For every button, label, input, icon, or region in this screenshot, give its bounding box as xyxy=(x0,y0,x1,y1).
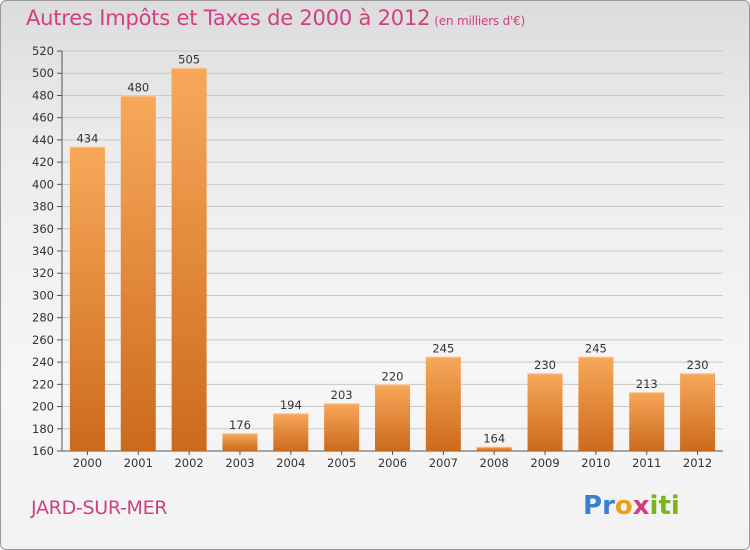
data-label: 176 xyxy=(229,418,251,432)
bar xyxy=(578,356,614,451)
bar xyxy=(375,384,410,451)
x-tick-label: 2010 xyxy=(581,456,610,470)
chart-title-text: Autres Impôts et Taxes de 2000 à 2012 xyxy=(26,6,431,30)
logo-letter: x xyxy=(632,491,650,521)
data-labels: 434 480 505 176 194 203 220 245 164 230 245 213 230 xyxy=(76,53,708,446)
y-tick-label: 460 xyxy=(32,111,54,125)
y-tick-label: 400 xyxy=(32,177,54,191)
logo-letter: o xyxy=(614,491,633,521)
x-tick-label: 2004 xyxy=(276,456,305,470)
data-label: 230 xyxy=(687,358,709,372)
x-tick-label: 2012 xyxy=(683,456,712,470)
x-tick-label: 2003 xyxy=(225,456,254,470)
data-label: 230 xyxy=(534,358,556,372)
x-tick-label: 2006 xyxy=(378,456,407,470)
y-tick-label: 420 xyxy=(32,155,54,169)
x-tick-label: 2007 xyxy=(429,456,458,470)
city-name: JARD-SUR-MER xyxy=(31,497,168,519)
y-tick-labels: 160 180 200 220 240 260 280 300 320 340 360 380 400 4… xyxy=(32,44,54,458)
chart-unit: (en milliers d'€) xyxy=(434,14,526,28)
proxiti-logo: Proxiti xyxy=(583,491,680,521)
x-tick-label: 2002 xyxy=(174,456,203,470)
bar xyxy=(171,67,207,452)
data-label: 245 xyxy=(432,342,454,356)
bar xyxy=(120,95,156,451)
y-tick-label: 480 xyxy=(32,88,54,102)
y-tick-label: 300 xyxy=(32,288,54,302)
y-tick-label: 520 xyxy=(32,44,54,58)
data-label: 164 xyxy=(483,432,505,446)
logo-letter: P xyxy=(583,491,603,521)
bars xyxy=(69,67,716,452)
data-label: 220 xyxy=(382,369,404,383)
bar xyxy=(680,373,716,451)
y-tick-label: 340 xyxy=(32,244,54,258)
chart-title: Autres Impôts et Taxes de 2000 à 2012 (en… xyxy=(26,6,525,30)
y-tick-label: 180 xyxy=(32,422,54,436)
data-label: 434 xyxy=(76,132,98,146)
y-tick-label: 440 xyxy=(32,133,54,147)
x-tick-label: 2001 xyxy=(124,456,153,470)
bar xyxy=(527,373,563,451)
y-tick-label: 240 xyxy=(32,355,54,369)
x-tick-label: 2011 xyxy=(632,456,661,470)
y-tick-label: 360 xyxy=(32,222,54,236)
y-tick-label: 260 xyxy=(32,333,54,347)
logo-letter: i xyxy=(649,491,659,521)
x-tick-label: 2008 xyxy=(480,456,509,470)
logo-letter: t xyxy=(658,491,671,521)
logo-letter: i xyxy=(670,491,680,521)
bar xyxy=(222,433,258,451)
bar xyxy=(476,446,512,451)
y-tick-label: 500 xyxy=(32,66,54,80)
y-tick-label: 320 xyxy=(32,266,54,280)
bar xyxy=(629,392,665,451)
y-tick-label: 380 xyxy=(32,200,54,214)
x-tick-labels: 2000 2001 2002 2003 2004 2005 2006 2007 2008 2009… xyxy=(73,451,712,470)
data-label: 505 xyxy=(178,53,200,67)
data-label: 213 xyxy=(636,377,658,391)
x-tick-label: 2005 xyxy=(327,456,356,470)
data-label: 194 xyxy=(280,398,302,412)
logo-letter: r xyxy=(602,491,615,521)
bar xyxy=(324,403,360,451)
x-tick-label: 2000 xyxy=(73,456,102,470)
x-tick-label: 2009 xyxy=(530,456,559,470)
y-tick-label: 200 xyxy=(32,400,54,414)
bar xyxy=(273,413,309,451)
data-label: 245 xyxy=(585,342,607,356)
y-tick-label: 280 xyxy=(32,311,54,325)
bar xyxy=(69,146,105,452)
y-tick-label: 220 xyxy=(32,377,54,391)
y-tick-label: 160 xyxy=(32,444,54,458)
bar xyxy=(425,356,461,451)
data-label: 480 xyxy=(127,80,149,94)
data-label: 203 xyxy=(331,388,353,402)
